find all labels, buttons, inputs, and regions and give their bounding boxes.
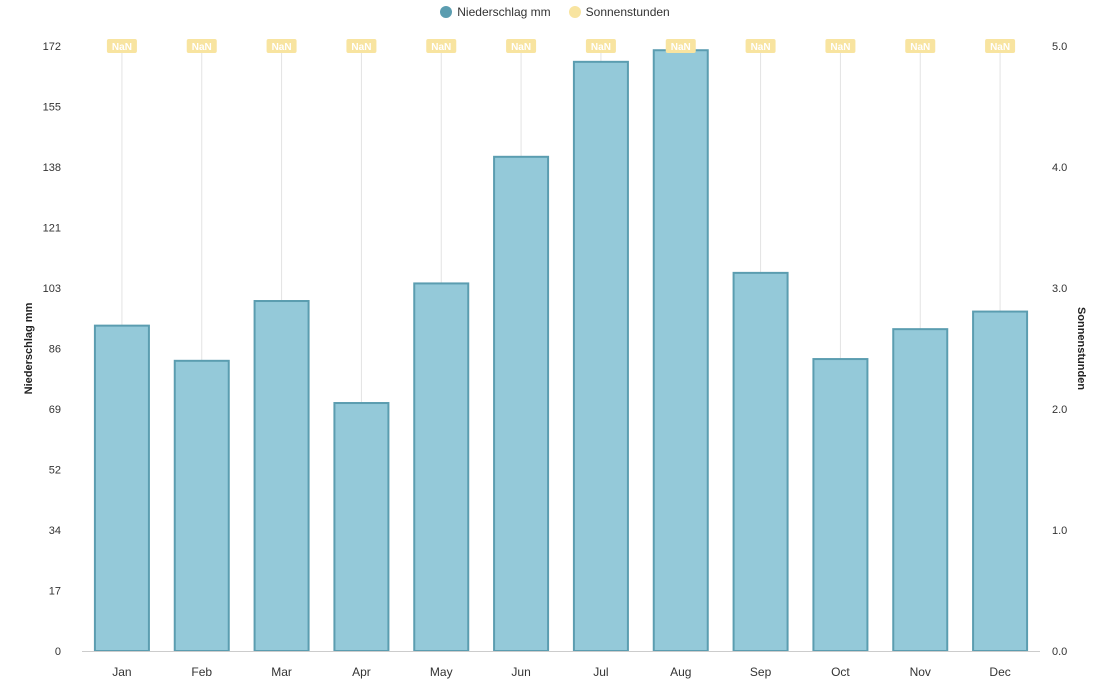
bar-mar[interactable] [253, 300, 310, 652]
sun-label-text: NaN [990, 42, 1010, 53]
sun-label-sep: NaN [745, 39, 776, 53]
axes: Jan Feb Mar Apr May Jun Jul Aug Sep Oct Nov Dec 0 17 3… [23, 41, 1087, 679]
sun-label-text: NaN [751, 42, 771, 53]
x-tick-aug: Aug [670, 665, 691, 679]
sun-label-text: NaN [910, 42, 930, 53]
legend-label-sonnenstunden: Sonnenstunden [585, 5, 670, 19]
y-left-tick: 121 [43, 223, 61, 235]
sun-label-may: NaN [426, 39, 457, 53]
bar-feb[interactable] [173, 359, 230, 652]
bar-apr[interactable] [333, 402, 390, 652]
legend-item-sonnenstunden[interactable]: Sonnenstunden [568, 5, 670, 19]
x-tick-sep: Sep [750, 665, 772, 679]
sun-label-text: NaN [671, 42, 691, 53]
bar-sep[interactable] [732, 271, 789, 652]
y-left-tick: 138 [43, 162, 61, 174]
bar-oct[interactable] [812, 358, 869, 652]
sun-label-text: NaN [272, 42, 292, 53]
x-tick-jun: Jun [511, 665, 530, 679]
sun-label-box [665, 39, 696, 53]
y-left-tick: 17 [49, 586, 61, 598]
sun-label-oct: NaN [825, 39, 856, 53]
legend-marker-niederschlag-icon [440, 6, 453, 18]
sun-label-mar: NaN [266, 39, 297, 53]
sun-label-jul: NaN [585, 39, 616, 53]
sun-label-jun: NaN [506, 39, 537, 53]
bar-jun[interactable] [493, 155, 550, 653]
y-left-tick: 52 [49, 465, 61, 477]
bar-may[interactable] [413, 282, 470, 652]
sun-label-box [426, 39, 457, 53]
x-tick-nov: Nov [910, 665, 931, 679]
y-right-tick: 1.0 [1052, 525, 1067, 537]
x-tick-feb: Feb [191, 665, 212, 679]
sun-label-text: NaN [192, 42, 212, 53]
sun-label-box [585, 39, 616, 53]
bars [93, 49, 1029, 653]
x-tick-oct: Oct [831, 665, 850, 679]
sun-label-box [825, 39, 856, 53]
sun-label-dec: NaN [985, 39, 1016, 53]
y-right-tick: 4.0 [1052, 162, 1067, 174]
x-tick-dec: Dec [989, 665, 1010, 679]
sun-label-aug: NaN [665, 39, 696, 53]
sun-label-apr: NaN [346, 39, 377, 53]
sun-label-text: NaN [112, 42, 132, 53]
bar-aug[interactable] [652, 49, 709, 652]
sun-label-box [905, 39, 936, 53]
y-left-tick: 155 [43, 102, 61, 114]
sun-label-nov: NaN [905, 39, 936, 53]
sun-label-jan: NaN [106, 39, 137, 53]
sun-label-text: NaN [511, 42, 531, 53]
y-left-tick: 86 [49, 344, 61, 356]
sun-label-box [346, 39, 377, 53]
bar-nov[interactable] [892, 328, 949, 652]
y-right-title: Sonnenstunden [1075, 307, 1087, 390]
bar-jan[interactable] [93, 324, 150, 652]
y-right-tick: 2.0 [1052, 404, 1067, 416]
x-tick-apr: Apr [352, 665, 371, 679]
bar-jul[interactable] [572, 60, 629, 652]
y-left-tick: 69 [49, 404, 61, 416]
y-right-tick: 5.0 [1052, 41, 1067, 53]
bar-dec[interactable] [972, 310, 1029, 652]
x-tick-jan: Jan [112, 665, 131, 679]
y-left-tick: 172 [43, 41, 61, 53]
y-left-tick: 103 [43, 283, 61, 295]
sun-label-box [506, 39, 537, 53]
x-tick-jul: Jul [593, 665, 608, 679]
sun-label-box [266, 39, 297, 53]
legend-marker-sonnenstunden-icon [568, 6, 581, 18]
data-labels: NaN NaN NaN NaN NaN NaN NaN NaN NaN NaN NaN NaN [106, 39, 1016, 53]
sun-label-box [985, 39, 1016, 53]
sun-label-box [186, 39, 217, 53]
sun-label-text: NaN [591, 42, 611, 53]
y-left-title: Niederschlag mm [23, 302, 35, 394]
sun-label-text: NaN [830, 42, 850, 53]
legend: Niederschlag mm Sonnenstunden [0, 5, 1110, 19]
sun-label-feb: NaN [186, 39, 217, 53]
sun-label-text: NaN [431, 42, 451, 53]
y-left-tick: 0 [55, 646, 61, 658]
legend-item-niederschlag[interactable]: Niederschlag mm [440, 5, 551, 19]
x-tick-may: May [430, 665, 453, 679]
legend-label-niederschlag: Niederschlag mm [457, 5, 551, 19]
sun-label-box [745, 39, 776, 53]
y-right-tick: 0.0 [1052, 646, 1067, 658]
y-right-tick: 3.0 [1052, 283, 1067, 295]
sun-label-text: NaN [351, 42, 371, 53]
y-left-tick: 34 [49, 525, 61, 537]
sun-label-box [106, 39, 137, 53]
x-tick-mar: Mar [271, 665, 292, 679]
